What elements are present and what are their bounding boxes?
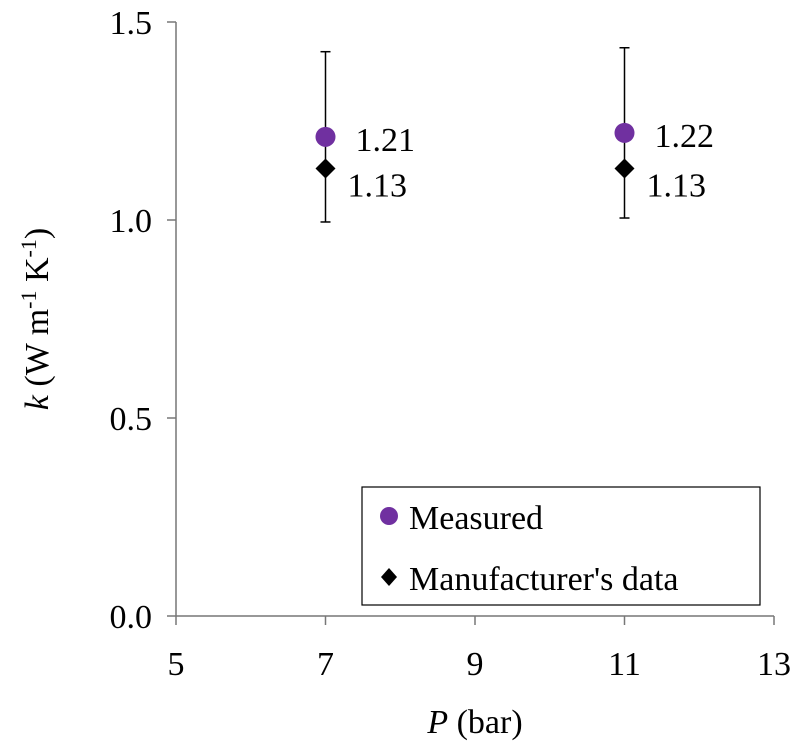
data-point-circle xyxy=(315,126,336,147)
x-axis-label: P (bar) xyxy=(426,704,522,741)
x-tick-label: 7 xyxy=(317,646,334,683)
data-point-diamond xyxy=(315,158,336,179)
y-tick-label: 1.0 xyxy=(110,203,153,240)
legend-box xyxy=(361,486,761,606)
legend-label-manufacturer: Manufacturer's data xyxy=(409,561,679,598)
y-tick-label: 0.0 xyxy=(110,599,153,636)
data-label: 1.13 xyxy=(647,168,707,205)
data-label: 1.13 xyxy=(348,168,408,205)
y-tick-label: 0.5 xyxy=(110,401,153,438)
series-manufacturer: 1.13 1.13 xyxy=(315,158,707,205)
x-tick-label: 11 xyxy=(608,646,641,683)
x-ticks: 5 7 9 11 13 xyxy=(168,616,791,683)
data-point-diamond xyxy=(614,158,635,179)
data-point-circle xyxy=(614,122,635,143)
data-label: 1.21 xyxy=(356,122,416,159)
data-label: 1.22 xyxy=(655,118,715,155)
series-measured: 1.21 1.22 xyxy=(315,46,715,223)
y-axis-label: k (W m-1 K-1) xyxy=(16,228,56,410)
x-tick-label: 13 xyxy=(757,646,791,683)
legend-marker-manufacturer xyxy=(381,568,397,586)
y-ticks: 0.0 0.5 1.0 1.5 xyxy=(110,5,176,636)
y-tick-label: 1.5 xyxy=(110,5,153,42)
legend-marker-measured xyxy=(380,507,398,525)
series-layer: 1.21 1.22 1.13 1.13 xyxy=(315,46,715,223)
legend-label-measured: Measured xyxy=(409,500,543,537)
x-tick-label: 9 xyxy=(467,646,484,683)
legend: Measured Manufacturer's data xyxy=(361,486,761,606)
x-tick-label: 5 xyxy=(168,646,185,683)
